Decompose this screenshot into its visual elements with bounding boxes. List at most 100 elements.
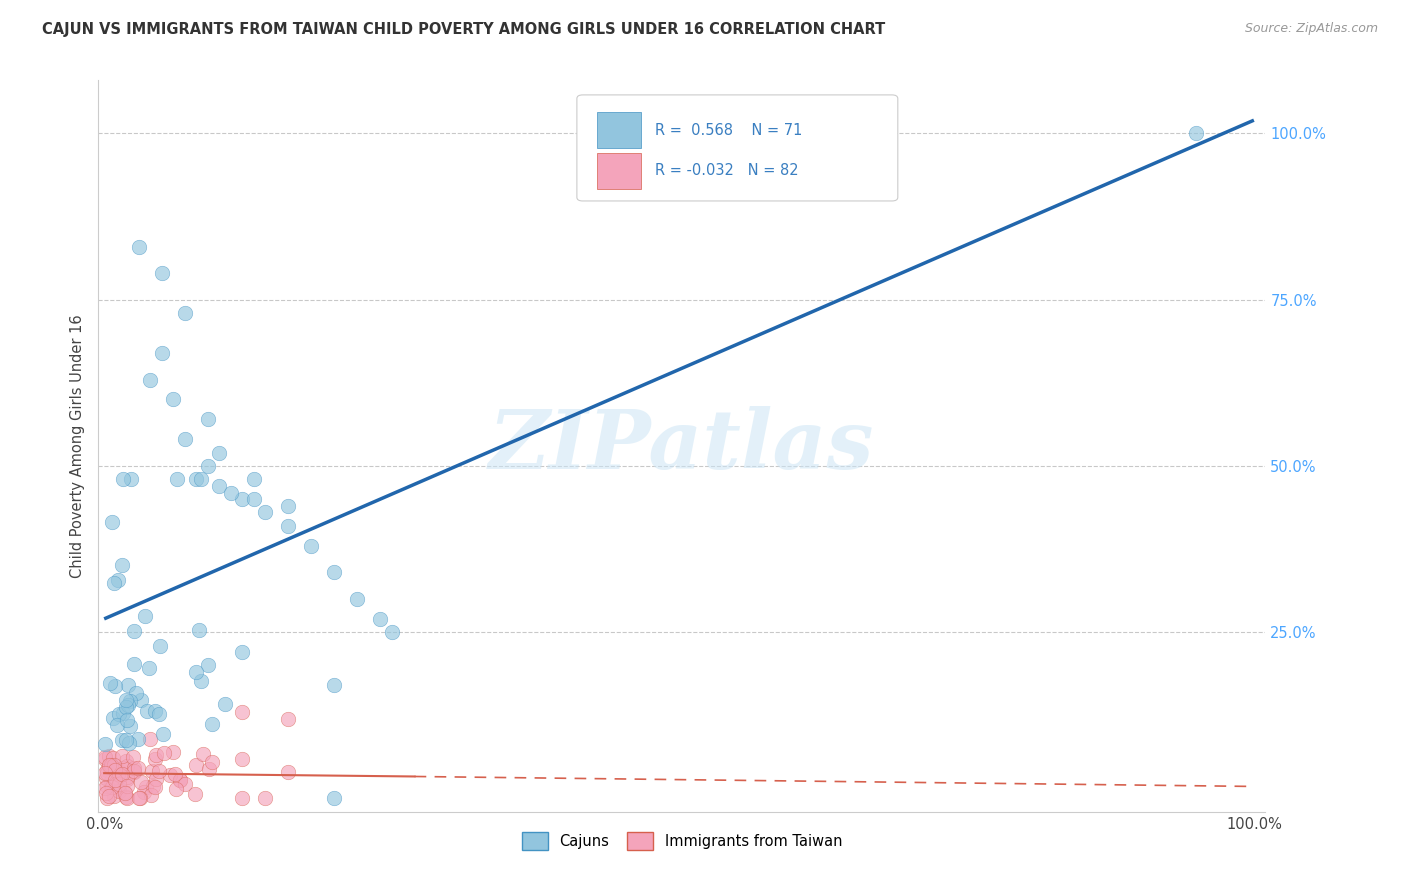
Point bbox=[101, 761, 124, 775]
Point bbox=[104, 679, 127, 693]
Point bbox=[122, 750, 145, 764]
Point bbox=[169, 773, 191, 788]
Point bbox=[139, 788, 162, 802]
Point bbox=[103, 576, 125, 591]
Point bbox=[107, 766, 129, 780]
Point bbox=[111, 749, 134, 764]
Point bbox=[96, 791, 118, 805]
Point bbox=[117, 698, 139, 713]
Point bbox=[112, 785, 135, 799]
Point bbox=[96, 771, 118, 785]
Point bbox=[231, 751, 253, 765]
Point bbox=[242, 492, 264, 507]
Point bbox=[193, 747, 215, 762]
Point bbox=[100, 760, 122, 774]
Point bbox=[103, 758, 125, 772]
Point bbox=[105, 718, 128, 732]
Point bbox=[98, 749, 121, 764]
Point bbox=[166, 472, 188, 486]
Point bbox=[122, 761, 145, 775]
Y-axis label: Child Poverty Among Girls Under 16: Child Poverty Among Girls Under 16 bbox=[70, 314, 86, 578]
Point bbox=[122, 657, 145, 671]
Point bbox=[208, 479, 231, 493]
Point bbox=[169, 773, 191, 788]
Point bbox=[277, 518, 299, 533]
Point bbox=[138, 661, 160, 675]
Point bbox=[219, 485, 242, 500]
Point bbox=[346, 591, 368, 606]
Point bbox=[159, 767, 181, 781]
Point bbox=[94, 766, 117, 780]
Point bbox=[208, 445, 231, 459]
Point bbox=[94, 780, 117, 795]
Point bbox=[111, 766, 134, 780]
Point bbox=[111, 706, 134, 720]
Point bbox=[111, 472, 134, 486]
Point bbox=[127, 761, 149, 775]
Point bbox=[197, 458, 219, 473]
Point bbox=[299, 539, 322, 553]
Point bbox=[115, 713, 138, 727]
Point bbox=[368, 612, 391, 626]
Point bbox=[98, 675, 121, 690]
Point bbox=[104, 772, 127, 787]
Point bbox=[143, 751, 166, 765]
Point bbox=[94, 786, 117, 800]
Point bbox=[122, 624, 145, 638]
Text: R =  0.568    N = 71: R = 0.568 N = 71 bbox=[655, 122, 803, 137]
Point bbox=[97, 759, 120, 773]
FancyBboxPatch shape bbox=[576, 95, 898, 201]
Point bbox=[114, 754, 136, 768]
Point bbox=[139, 372, 162, 386]
Point bbox=[162, 392, 184, 407]
Point bbox=[129, 791, 152, 805]
Point bbox=[242, 472, 264, 486]
Point bbox=[128, 239, 150, 253]
Point bbox=[107, 764, 129, 779]
Text: ZIPatlas: ZIPatlas bbox=[489, 406, 875, 486]
Point bbox=[150, 266, 173, 280]
Point bbox=[277, 764, 299, 779]
Point bbox=[127, 732, 149, 747]
Point bbox=[128, 791, 150, 805]
Point bbox=[143, 780, 166, 794]
Point bbox=[254, 506, 277, 520]
Point bbox=[100, 780, 122, 794]
Point bbox=[323, 566, 346, 580]
Point bbox=[114, 786, 136, 800]
Point bbox=[190, 673, 212, 688]
Bar bbox=[596, 112, 641, 147]
Point bbox=[108, 784, 131, 798]
Point bbox=[186, 665, 208, 679]
Point bbox=[197, 658, 219, 673]
Point bbox=[120, 718, 142, 732]
Point bbox=[135, 780, 157, 794]
Point bbox=[108, 777, 131, 791]
Point bbox=[97, 789, 120, 803]
Point bbox=[214, 697, 236, 711]
Point bbox=[107, 574, 129, 588]
Point bbox=[231, 645, 253, 659]
Point bbox=[114, 789, 136, 804]
Point bbox=[103, 711, 125, 725]
Point bbox=[231, 492, 253, 507]
Point bbox=[143, 704, 166, 718]
Point bbox=[165, 767, 187, 781]
Point bbox=[114, 700, 136, 714]
Point bbox=[103, 789, 125, 804]
Point bbox=[150, 346, 173, 360]
Point bbox=[148, 707, 170, 722]
Point bbox=[115, 779, 138, 793]
Point bbox=[231, 705, 253, 719]
Point bbox=[145, 772, 167, 787]
Point bbox=[125, 686, 148, 700]
Point bbox=[173, 306, 195, 320]
Point bbox=[101, 516, 124, 530]
Point bbox=[117, 772, 139, 786]
Point bbox=[149, 639, 172, 653]
Point bbox=[129, 693, 152, 707]
Point bbox=[162, 745, 184, 759]
Point bbox=[107, 782, 129, 797]
Point bbox=[142, 780, 165, 794]
Bar bbox=[596, 153, 641, 188]
